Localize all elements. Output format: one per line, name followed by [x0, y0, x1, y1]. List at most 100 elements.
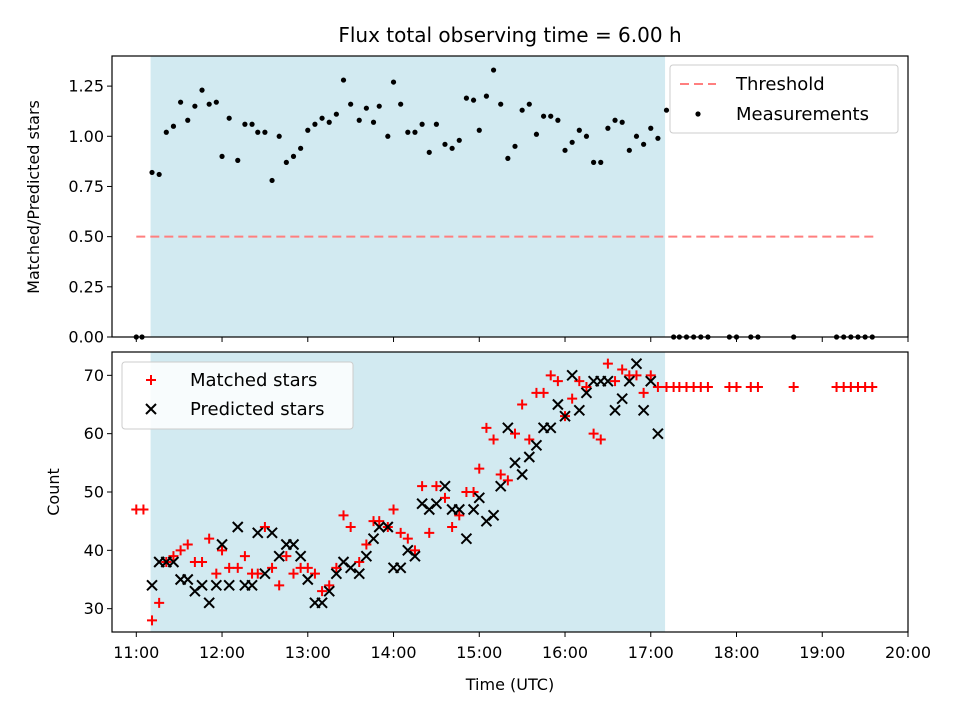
- predicted-star-marker: [566, 369, 578, 382]
- measurement-point: [312, 121, 318, 127]
- measurement-point: [483, 93, 490, 99]
- top-y-tick-label: 1.25: [68, 77, 104, 96]
- measurement-point: [348, 101, 354, 107]
- predicted-star-marker: [516, 468, 528, 481]
- matched-star-marker: [610, 376, 621, 387]
- measurement-point: [626, 147, 632, 153]
- measurement-point: [385, 133, 391, 139]
- measurement-point: [376, 103, 382, 109]
- measurement-point: [591, 159, 597, 165]
- matched-star-marker: [631, 370, 642, 381]
- matched-star-marker: [182, 539, 193, 550]
- matched-star-marker: [788, 382, 799, 392]
- predicted-star-marker: [487, 509, 500, 522]
- measurement-point: [177, 99, 184, 105]
- predicted-star-marker: [394, 562, 407, 574]
- measurement-point: [283, 159, 289, 165]
- measurement-point: [612, 117, 618, 123]
- measurement-point: [533, 131, 540, 137]
- predicted-star-marker: [616, 392, 628, 405]
- legend-matched-swatch: [146, 375, 156, 385]
- measurement-point: [498, 101, 504, 107]
- matched-star-marker: [481, 422, 492, 433]
- matched-star-marker: [402, 533, 413, 544]
- matched-star-marker: [154, 597, 165, 608]
- predicted-star-marker: [580, 387, 593, 399]
- predicted-star-marker: [623, 375, 636, 387]
- matched-star-marker: [138, 504, 149, 515]
- matched-star-marker: [495, 469, 506, 480]
- matched-star-marker: [252, 568, 263, 579]
- predicted-star-marker: [353, 567, 365, 580]
- bottom-legend-box: [121, 361, 354, 430]
- bottom-y-tick-label: 30: [84, 599, 104, 618]
- measurement-point: [242, 121, 248, 127]
- measurement-point: [562, 147, 568, 153]
- matched-star-marker: [574, 376, 585, 387]
- predicted-star-marker: [502, 422, 514, 434]
- matched-star-marker: [168, 551, 179, 562]
- measurement-point: [470, 97, 477, 103]
- top-y-tick-label: 1.00: [68, 127, 104, 146]
- matched-star-marker: [259, 522, 270, 532]
- legend-predicted-label: Predicted stars: [190, 399, 324, 420]
- measurement-point: [255, 129, 261, 135]
- measurement-point: [213, 99, 219, 105]
- predicted-star-marker: [382, 521, 394, 533]
- matched-star-marker: [338, 510, 349, 521]
- measurement-point: [226, 115, 232, 121]
- top-legend-box: [669, 64, 899, 134]
- predicted-star-marker: [552, 398, 564, 411]
- predicted-star-marker: [509, 457, 521, 469]
- matched-star-marker: [638, 387, 649, 398]
- measurement-point: [576, 127, 582, 133]
- matched-star-marker: [567, 393, 578, 404]
- x-tick-label: 14:00: [370, 643, 416, 662]
- predicted-star-marker: [259, 567, 271, 580]
- measurement-point: [163, 129, 169, 135]
- measurement-point: [340, 77, 347, 83]
- predicted-star-marker: [559, 410, 571, 422]
- predicted-star-marker: [266, 527, 278, 539]
- matched-star-marker: [317, 586, 328, 597]
- measurement-point: [419, 121, 425, 127]
- bottom-y-tick-label: 40: [84, 541, 104, 560]
- top-panel: Flux total observing time = 6.00 h Match…: [24, 23, 909, 347]
- matched-star-marker: [232, 562, 243, 573]
- predicted-star-marker: [294, 550, 307, 562]
- measurement-point: [149, 169, 155, 176]
- matched-star-marker: [474, 463, 485, 474]
- legend-predicted-swatch: [145, 403, 157, 415]
- matched-star-marker: [867, 382, 878, 392]
- measurement-point: [156, 171, 162, 178]
- x-axis-label: Time (UTC): [465, 675, 554, 694]
- measurement-point: [305, 127, 311, 133]
- x-tick-label: 16:00: [542, 643, 588, 662]
- top-y-tick-label: 0.00: [68, 328, 104, 347]
- measurement-point: [648, 125, 654, 131]
- matched-star-marker: [345, 522, 356, 532]
- matched-star-marker: [524, 434, 535, 445]
- bottom-y-tick-label: 50: [84, 483, 104, 502]
- measurement-point: [519, 107, 525, 113]
- top-y-tick-label: 0.75: [68, 177, 104, 196]
- x-tick-label: 20:00: [885, 643, 931, 662]
- predicted-star-marker: [182, 573, 194, 586]
- measurement-point: [433, 121, 440, 127]
- matched-star-marker: [617, 364, 628, 375]
- measurement-point: [540, 113, 547, 119]
- predicted-star-marker: [232, 521, 244, 533]
- predicted-star-marker: [196, 579, 208, 592]
- matched-star-marker: [274, 580, 285, 591]
- matched-star-marker: [538, 387, 549, 398]
- measurement-point: [235, 157, 241, 163]
- matched-star-marker: [502, 475, 513, 486]
- measurement-point: [605, 125, 611, 131]
- top-legend: Threshold Measurements: [669, 64, 899, 134]
- x-tick-label: 18:00: [713, 643, 759, 662]
- bottom-panel: Count Time (UTC) 30 40 50 60 70 11:00 12:00 13:…: [44, 351, 931, 694]
- matched-star-marker: [645, 370, 656, 381]
- measurement-point: [192, 103, 198, 109]
- matched-star-marker: [395, 527, 406, 538]
